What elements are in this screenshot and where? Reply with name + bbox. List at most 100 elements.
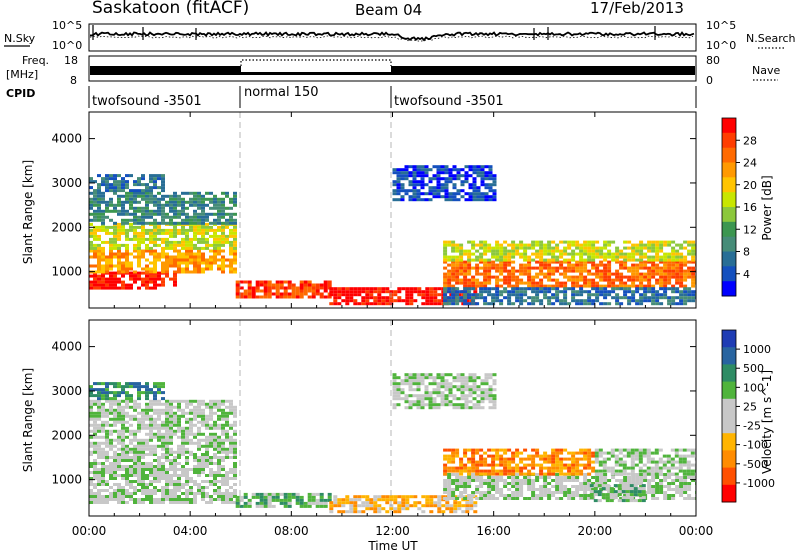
- velocity-ylabel: Slant Range [km]: [21, 368, 35, 472]
- power-yaxis-tick-0: 1000: [51, 265, 82, 279]
- vel-cbar-swatch-5: [722, 416, 736, 434]
- x-tick-0: 00:00: [72, 524, 107, 538]
- freq-band-2: [241, 72, 391, 75]
- power-cbar-swatch-1: [722, 132, 736, 149]
- freq-tick-top: 18: [64, 54, 78, 67]
- time-x-axis: 00:00 04:00 08:00 12:00 16:00 20:00 00:00: [72, 112, 713, 538]
- vel-cells-region-1: [89, 399, 237, 454]
- vel-yaxis-tick-2: 3000: [51, 384, 82, 398]
- vel-cells-region-3: [235, 492, 332, 508]
- freq-band-3: [391, 66, 695, 75]
- nsky-tick-bottom: 10^0: [52, 39, 82, 52]
- vel-cbar-swatch-7: [722, 450, 736, 469]
- power-cells-region-10: [443, 287, 696, 306]
- x-tick-5: 20:00: [578, 524, 613, 538]
- vel-yaxis-tick-1: 2000: [51, 428, 82, 442]
- power-cbar-swatch-11: [722, 281, 736, 297]
- power-cbar-swatch-8: [722, 236, 736, 252]
- vel-cbar-swatch-0: [722, 330, 736, 348]
- vel-cbar-swatch-8: [722, 467, 736, 486]
- power-colorbar-label: Power [dB]: [760, 175, 774, 240]
- x-tick-4: 16:00: [476, 524, 511, 538]
- power-cbar-tick-5: 8: [743, 246, 750, 259]
- cpid-segment-3: twofsound -3501: [394, 94, 504, 109]
- power-cbar-swatch-0: [722, 118, 736, 134]
- power-cells-region-9: [443, 240, 696, 262]
- power-cbar-tick-3: 16: [743, 201, 757, 214]
- nsearch-label: N.Search: [746, 32, 796, 45]
- power-yaxis-tick-1: 2000: [51, 220, 82, 234]
- power-cells-region-2: [89, 222, 237, 250]
- velocity-y-axis: 1000 2000 3000 4000: [51, 340, 696, 487]
- nsky-spikes: [92, 25, 656, 40]
- vel-cells-region-9: [589, 484, 646, 503]
- power-cbar-swatch-6: [722, 207, 736, 223]
- vel-cells-region-5: [392, 373, 497, 410]
- velocity-colorbar-label: Velocity [m s^-1]: [760, 370, 774, 474]
- x-tick-2: 08:00: [274, 524, 309, 538]
- vel-cells-region-4: [329, 495, 478, 514]
- nave-tick-top: 80: [706, 54, 720, 67]
- vel-cbar-swatch-4: [722, 398, 736, 417]
- power-cbar-swatch-10: [722, 266, 736, 282]
- nsky-label: N.Sky: [4, 32, 36, 45]
- freq-tick-bottom: 8: [70, 74, 77, 87]
- vel-cbar-tick-4: -25: [743, 420, 761, 433]
- power-cbar-swatch-5: [722, 192, 736, 208]
- vel-cbar-swatch-6: [722, 433, 736, 451]
- power-cbar-swatch-9: [722, 251, 736, 267]
- vel-cbar-tick-5: -100: [743, 439, 768, 452]
- power-cells-region-0: [89, 271, 177, 290]
- power-colorbar: 28 24 20 16 12 8 4: [721, 117, 757, 297]
- nsearch-line: [89, 35, 694, 42]
- vel-cells-region-7: [443, 448, 596, 476]
- vel-cbar-tick-7: -1000: [743, 477, 775, 490]
- power-cbar-tick-2: 20: [743, 179, 757, 192]
- nsky-panel: N.Sky 10^5 10^0 10^5 10^0 N.Search: [4, 19, 796, 52]
- vel-cbar-tick-2: 100: [743, 381, 764, 394]
- power-cbar-swatch-3: [722, 162, 736, 178]
- power-cbar-tick-0: 28: [743, 134, 757, 147]
- power-cells-region-5: [235, 280, 332, 299]
- freq-panel: Freq. [MHz] 18 8 80 0 Nave: [6, 54, 780, 87]
- cpid-label: CPID: [6, 87, 35, 100]
- velocity-colorbar: 1000 500 100 25 -25 -100 -500 -1000: [721, 329, 775, 503]
- vel-cbar-swatch-2: [722, 364, 736, 383]
- nave-line: [240, 59, 392, 66]
- station-title: Saskatoon (fitACF): [92, 0, 249, 18]
- nsearch-tick-bottom: 10^0: [706, 39, 736, 52]
- vel-cbar-tick-0: 1000: [743, 343, 771, 356]
- freq-label-1: Freq.: [22, 54, 49, 67]
- power-cells-region-3: [89, 191, 237, 225]
- vel-cbar-swatch-1: [722, 347, 736, 365]
- power-cbar-tick-1: 24: [743, 157, 757, 170]
- x-tick-3: 12:00: [375, 524, 410, 538]
- cpid-segment-2: normal 150: [244, 85, 319, 100]
- vel-cbar-tick-1: 500: [743, 362, 764, 375]
- power-ylabel: Slant Range [km]: [21, 160, 35, 264]
- power-yaxis-tick-2: 3000: [51, 176, 82, 190]
- vel-cbar-tick-3: 25: [743, 400, 757, 413]
- vel-yaxis-tick-3: 4000: [51, 340, 82, 354]
- power-heatmap: [89, 165, 696, 306]
- power-panel: 1000 2000 3000 4000 Slant Range [km] 28 24 20…: [21, 111, 774, 309]
- velocity-panel: 1000 2000 3000 4000 Slant Range [km] 1000 50…: [21, 319, 775, 517]
- nsearch-tick-top: 10^5: [706, 19, 736, 32]
- nsky-line: [90, 31, 695, 42]
- power-cbar-swatch-2: [722, 147, 736, 163]
- power-cells-region-1: [89, 249, 237, 274]
- nave-label: Nave: [752, 64, 780, 77]
- vel-cbar-swatch-3: [722, 381, 736, 400]
- power-cbar-swatch-4: [722, 177, 736, 193]
- vel-cbar-swatch-9: [722, 484, 736, 503]
- nave-tick-bottom: 0: [706, 74, 713, 87]
- velocity-colorbar-label-text: Velocity [m s^-1]: [760, 370, 774, 474]
- freq-band-1: [90, 66, 241, 75]
- power-y-axis: 1000 2000 3000 4000: [51, 132, 696, 279]
- power-cbar-tick-6: 4: [743, 268, 750, 281]
- power-cbar-tick-4: 12: [743, 223, 757, 236]
- time-xlabel: Time UT: [367, 539, 418, 553]
- power-cells-region-4: [89, 174, 165, 193]
- nsky-tick-top: 10^5: [52, 19, 82, 32]
